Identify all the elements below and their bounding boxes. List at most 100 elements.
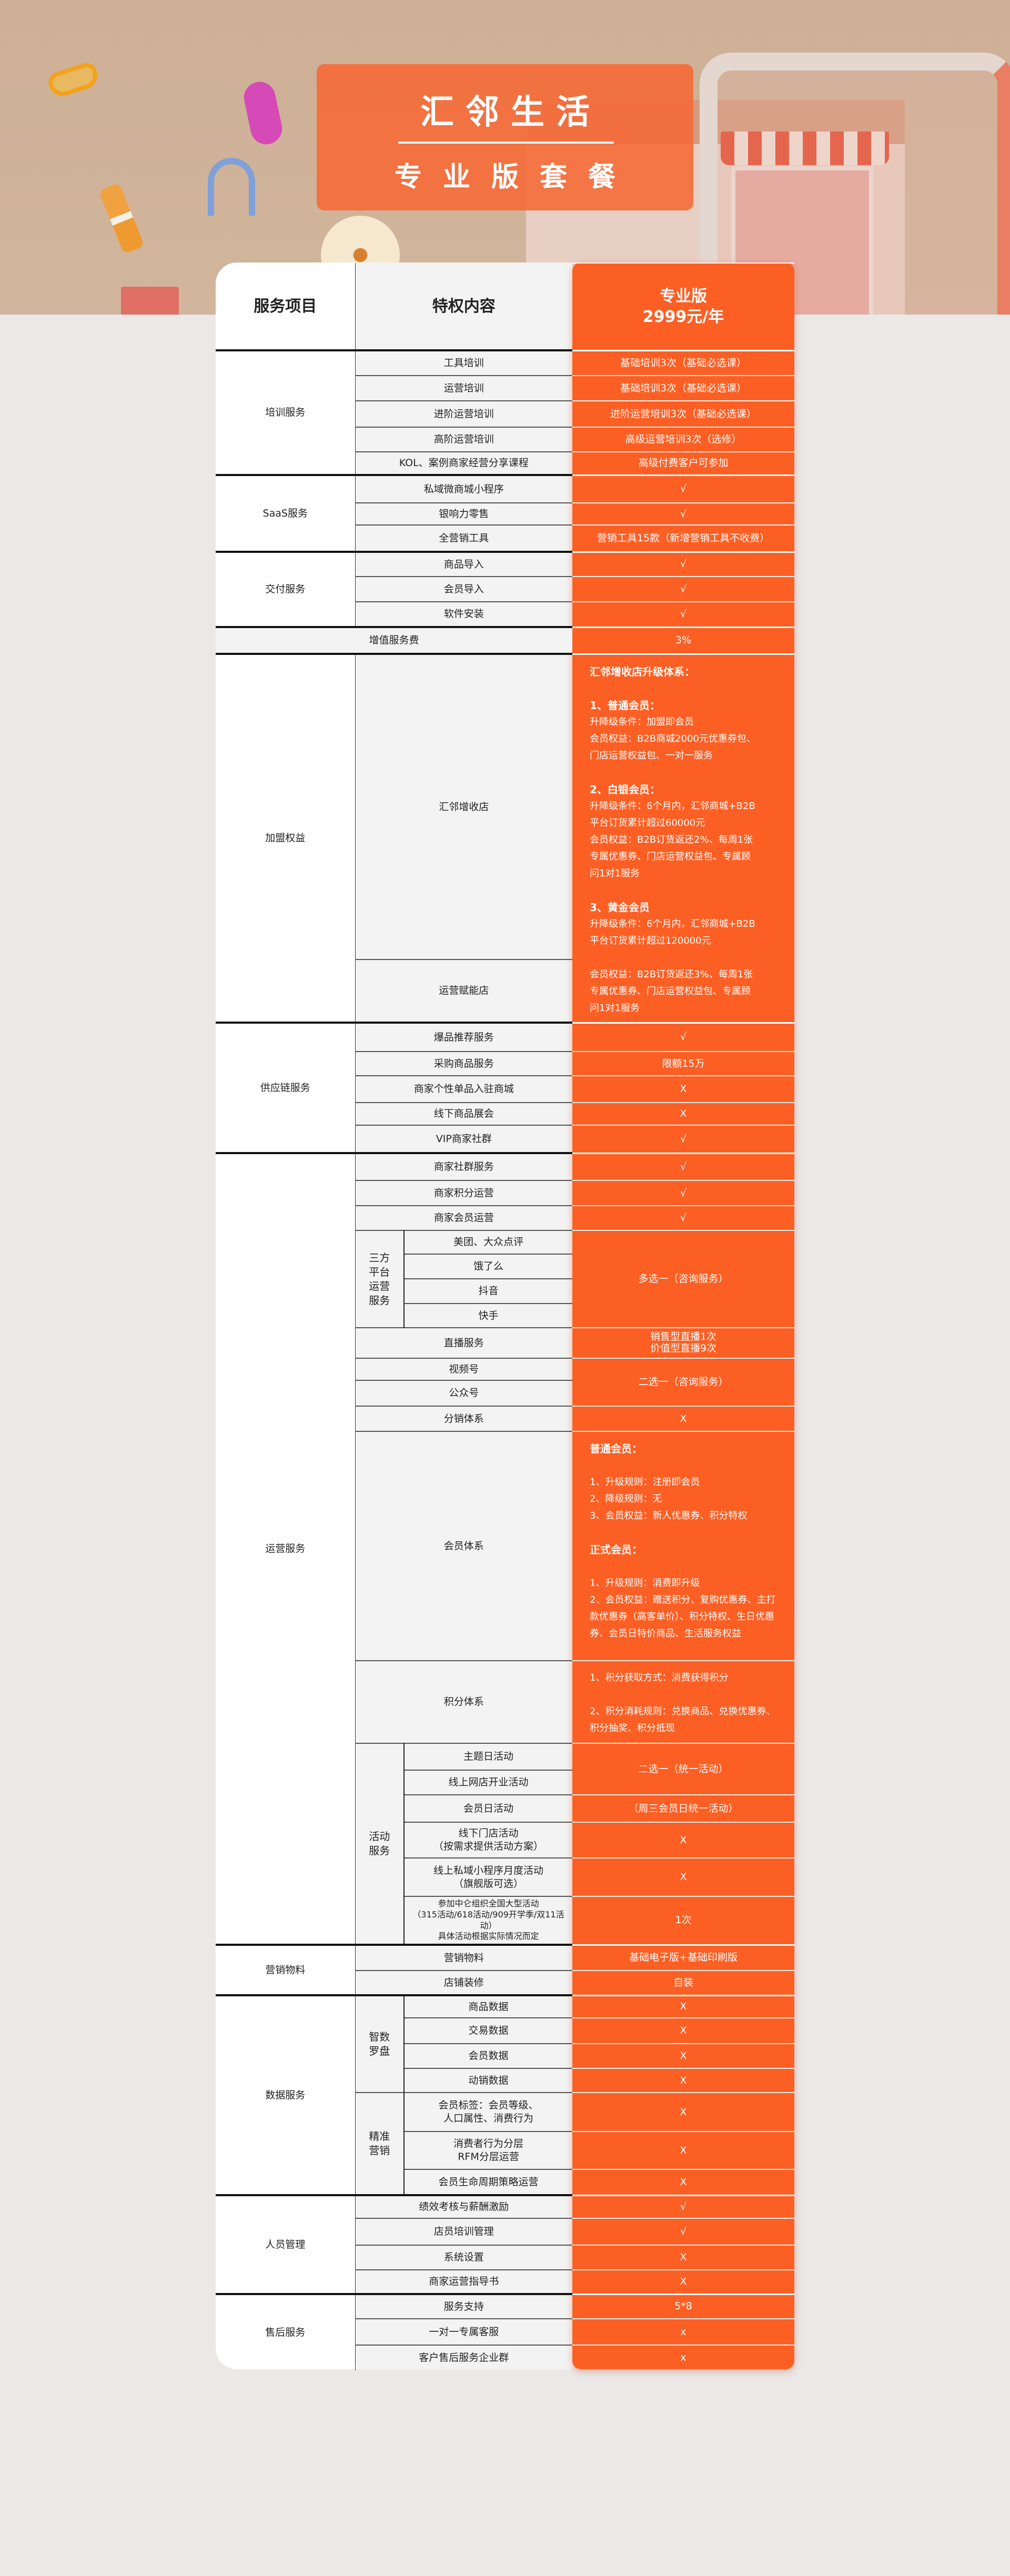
feature-cell: 运营赋能店: [355, 958, 572, 1023]
header-service: 服务项目: [216, 263, 356, 350]
value-cell: X: [572, 2245, 794, 2270]
table-row: 一对一专属客服 x: [216, 2318, 794, 2345]
table-row: 精准营销 会员标签：会员等级、 人口属性、消费行为 X: [216, 2092, 794, 2195]
value-cell: √: [572, 502, 794, 525]
table-header-row: 服务项目 特权内容 专业版 2999元/年: [216, 262, 794, 350]
feature-cell: 积分体系: [355, 1660, 572, 1743]
feature-cell: 商家运营指导书: [355, 2269, 572, 2294]
value-cell: X: [572, 2269, 794, 2294]
value-line: 会员权益：B2B商城2000元优惠券包、: [590, 733, 756, 744]
value-cell: （周三会员日统一活动）: [572, 1794, 794, 1822]
table-row: 店铺装修 自装: [216, 1970, 794, 1995]
feature-cell: 分销体系: [355, 1406, 572, 1431]
value-cell: X: [572, 1857, 794, 1896]
plan-price: 2999元/年: [642, 307, 724, 326]
feature-cell: 高阶运营培训: [355, 427, 572, 452]
value-line: 专属优惠券、门店运营权益包、专属顾: [590, 985, 751, 997]
value-line: 问1对1服务: [590, 1002, 640, 1014]
package-comparison-table: 服务项目 特权内容 专业版 2999元/年 培训服务 工具培训 基础培训3次（基础必…: [216, 262, 794, 2370]
table-row: 参加中仑组织全国大型活动 （315活动/618活动/909开学季/双11活动） …: [216, 1896, 794, 1945]
feature-cell: 消费者行为分层 RFM分层运营: [404, 2131, 572, 2169]
awning-illustration: [721, 132, 889, 165]
service-group-cell: SaaS服务: [216, 474, 356, 552]
sunglasses-icon: [45, 60, 102, 100]
feature-cell: 会员导入: [355, 576, 572, 602]
value-cell: √: [572, 2218, 794, 2245]
value-line: 专属优惠券、门店运营权益包、专属顾: [590, 851, 751, 862]
feature-cell: 银响力零售: [355, 502, 572, 525]
feature-cell: 商家积分运营: [355, 1180, 572, 1206]
shopping-bag-icon: [121, 287, 179, 315]
feature-cell: VIP商家社群: [355, 1125, 572, 1153]
feature-cell: 线下门店活动 （按需求提供活动方案）: [404, 1822, 572, 1858]
value-cell: √: [572, 1152, 794, 1180]
feature-cell: 会员体系: [355, 1431, 572, 1661]
value-cell: X: [572, 1994, 794, 2018]
table-row: 线下商品展会 X: [216, 1102, 794, 1125]
value-line: 2、会员权益：赠送积分、复购优惠券、主打款优惠券（高客单价）、积分特权、生日优惠…: [590, 1594, 776, 1639]
value-line: [590, 680, 782, 697]
table-row: 客户售后服务企业群 x: [216, 2345, 794, 2370]
value-cell: X: [572, 2017, 794, 2044]
value-heading: 汇邻增收店升级体系：: [590, 665, 695, 678]
feature-cell: 商家个性单品入驻商城: [355, 1075, 572, 1103]
feature-cell: 饿了么: [404, 1254, 572, 1279]
value-line: 问1对1服务: [590, 867, 640, 879]
service-group-cell: 加盟权益: [216, 653, 356, 1023]
feature-cell: 会员标签：会员等级、 人口属性、消费行为: [404, 2092, 572, 2131]
value-cell: x: [572, 2318, 794, 2345]
table-row: 商家运营指导书 X: [216, 2269, 794, 2294]
value-cell: X: [572, 2068, 794, 2093]
value-line: 平台订货累计超过60000元: [590, 817, 705, 829]
value-line: 2、积分消耗规则：兑换商品、兑换优惠券、积分抽奖、积分抵现: [590, 1706, 776, 1734]
title-divider: [398, 142, 614, 144]
value-cell: 普通会员： 1、升级规则：注册即会员 2、降级规则：无 3、会员权益：新人优惠券、积分…: [572, 1431, 794, 1661]
table-row: 人员管理 绩效考核与薪酬激励 √: [216, 2194, 794, 2294]
value-cell: √: [572, 576, 794, 602]
value-cell: 限额15万: [572, 1051, 794, 1076]
value-cell: X: [572, 2043, 794, 2068]
feature-cell: 私域微商城小程序: [355, 474, 572, 503]
table-row: 直播服务 销售型直播1次 价值型直播9次: [216, 1327, 794, 1358]
sub-group-cell: 精准营销: [355, 2092, 405, 2195]
feature-cell: 直播服务: [355, 1327, 572, 1358]
value-cell: √: [572, 1125, 794, 1153]
value-cell: 二选一（统一活动）: [572, 1743, 794, 1795]
service-group-cell: 人员管理: [216, 2194, 356, 2294]
value-cell: 销售型直播1次 价值型直播9次: [572, 1327, 794, 1358]
value-line: 2、降级规则：无: [590, 1493, 662, 1504]
value-line: 升降级条件：6个月内，汇邻商城+B2B: [590, 800, 755, 812]
value-cell: √: [572, 601, 794, 627]
value-cell: √: [572, 474, 794, 503]
service-group-cell: 数据服务: [216, 1994, 356, 2195]
value-cell: 自装: [572, 1970, 794, 1995]
table-row: 商家会员运营 √: [216, 1205, 794, 1230]
table-row: 银响力零售 √: [216, 502, 794, 525]
table-row: 全营销工具 营销工具15款（新增营销工具不收费）: [216, 524, 794, 552]
table-row: 消费者行为分层 RFM分层运营 X: [216, 2131, 794, 2169]
value-heading: 3、黄金会员: [590, 901, 650, 914]
value-cell: 基础培训3次（基础必选课）: [572, 349, 794, 376]
service-group-cell: 售后服务: [216, 2293, 356, 2370]
feature-cell: 会员日活动: [404, 1794, 572, 1822]
feature-cell: 商品导入: [355, 551, 572, 577]
value-line: [590, 882, 782, 899]
feature-cell: 线下商品展会: [355, 1102, 572, 1125]
feature-cell: 主题日活动: [404, 1743, 572, 1770]
sub-group-label: 活动服务: [369, 1830, 390, 1857]
table-row: 进阶运营培训 进阶运营培训3次（基础必选课）: [216, 400, 794, 427]
feature-cell: 商家会员运营: [355, 1205, 572, 1230]
value-line: [590, 1558, 782, 1575]
feature-cell: 线上网店开业活动: [404, 1770, 572, 1795]
table-row: 店员培训管理 √: [216, 2218, 794, 2245]
plan-name: 专业版: [660, 287, 707, 306]
table-row: SaaS服务 私域微商城小程序 √: [216, 474, 794, 552]
service-group-cell: 交付服务: [216, 551, 356, 627]
value-cell: 汇邻增收店升级体系： 1、普通会员： 升降级条件：加盟即会员 会员权益：B2B商城20…: [572, 653, 794, 1023]
value-cell: 基础电子版+基础印刷版: [572, 1944, 794, 1971]
table-row: 增值服务费 3%: [216, 626, 794, 654]
value-line: 会员权益：B2B订货返还2%、每周1张: [590, 834, 753, 845]
table-row: 线上网店开业活动: [216, 1770, 794, 1795]
table-row: 线下门店活动 （按需求提供活动方案） X: [216, 1822, 794, 1858]
value-cell: X: [572, 1406, 794, 1431]
